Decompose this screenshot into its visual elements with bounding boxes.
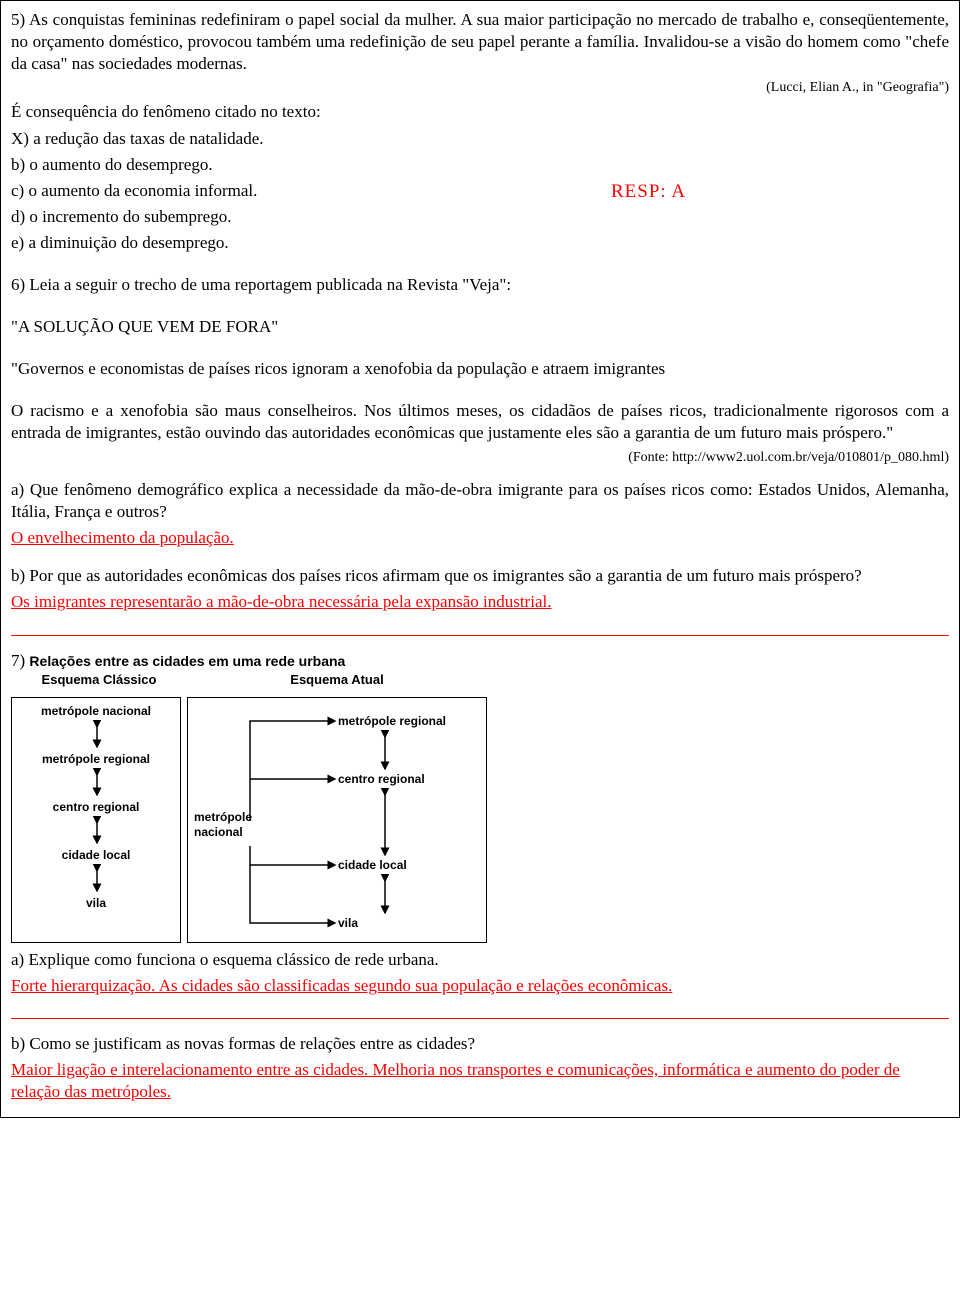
q5-prompt: É consequência do fenômeno citado no tex… bbox=[11, 101, 949, 123]
blank-line bbox=[11, 615, 949, 635]
arrow-icon bbox=[258, 860, 338, 870]
atual-node-0: metrópole regional bbox=[338, 714, 446, 730]
arrow-icon bbox=[258, 918, 338, 928]
classic-node-4: vila bbox=[12, 896, 180, 912]
arrow-icon bbox=[258, 774, 338, 784]
q7-col2-title: Esquema Atual bbox=[187, 672, 487, 689]
classic-node-0: metrópole nacional bbox=[12, 704, 180, 720]
q5-citation: (Lucci, Elian A., in "Geografia") bbox=[11, 79, 949, 97]
classic-node-3: cidade local bbox=[12, 848, 180, 864]
q7-diagram: metrópole nacional metrópole regional ce… bbox=[11, 697, 949, 943]
double-arrow-icon bbox=[378, 730, 392, 770]
q6-a-answer: O envelhecimento da população. bbox=[11, 528, 234, 547]
classic-node-2: centro regional bbox=[12, 800, 180, 816]
q5-text: 5) As conquistas femininas redefiniram o… bbox=[11, 9, 949, 75]
atual-node-3: vila bbox=[338, 916, 358, 932]
page: 5) As conquistas femininas redefiniram o… bbox=[0, 0, 960, 1118]
q5-opt-d: d) o incremento do subemprego. bbox=[11, 206, 949, 228]
q5-resp: RESP: A bbox=[611, 180, 686, 205]
q6-b-answer: Os imigrantes representarão a mão-de-obr… bbox=[11, 592, 551, 611]
atual-node-1: centro regional bbox=[338, 772, 425, 788]
double-arrow-icon bbox=[90, 816, 104, 844]
q7-a-answer: Forte hierarquização. As cidades são cla… bbox=[11, 976, 672, 995]
bracket-icon bbox=[248, 716, 262, 928]
double-arrow-icon bbox=[378, 874, 392, 914]
classic-node-1: metrópole regional bbox=[12, 752, 180, 768]
q6-a-question: a) Que fenômeno demográfico explica a ne… bbox=[11, 479, 949, 523]
atual-hub: metrópolenacional bbox=[194, 810, 252, 841]
q7-b-answer: Maior ligação e interelacionamento entre… bbox=[11, 1060, 900, 1101]
double-arrow-icon bbox=[90, 768, 104, 796]
double-arrow-icon bbox=[90, 864, 104, 892]
q6-source: (Fonte: http://www2.uol.com.br/veja/0108… bbox=[11, 449, 949, 467]
q7-col1-title: Esquema Clássico bbox=[11, 672, 187, 689]
classic-box: metrópole nacional metrópole regional ce… bbox=[11, 697, 181, 943]
q7-number: 7) bbox=[11, 651, 25, 670]
atual-box: metrópolenacional metrópole regional cen… bbox=[187, 697, 487, 943]
q7-title: Relações entre as cidades em uma rede ur… bbox=[29, 653, 345, 669]
double-arrow-icon bbox=[90, 720, 104, 748]
q7-a-question: a) Explique como funciona o esquema clás… bbox=[11, 949, 949, 971]
arrow-icon bbox=[258, 716, 338, 726]
q6-sub: "Governos e economistas de países ricos … bbox=[11, 358, 949, 380]
double-arrow-icon bbox=[378, 788, 392, 856]
q7-b-question: b) Como se justificam as novas formas de… bbox=[11, 1033, 949, 1055]
q6-headline: "A SOLUÇÃO QUE VEM DE FORA" bbox=[11, 316, 949, 338]
q6-b-question: b) Por que as autoridades econômicas dos… bbox=[11, 565, 949, 587]
q6-body: O racismo e a xenofobia são maus conselh… bbox=[11, 400, 949, 444]
q5-opt-x: X) a redução das taxas de natalidade. bbox=[11, 128, 949, 150]
q5-opt-b: b) o aumento do desemprego. bbox=[11, 154, 949, 176]
atual-node-2: cidade local bbox=[338, 858, 407, 874]
q5-opt-e: e) a diminuição do desemprego. bbox=[11, 232, 949, 254]
q7-header: 7) Relações entre as cidades em uma rede… bbox=[11, 650, 949, 672]
q5-opt-c: c) o aumento da economia informal. bbox=[11, 180, 949, 202]
blank-line bbox=[11, 999, 949, 1019]
q6-intro: 6) Leia a seguir o trecho de uma reporta… bbox=[11, 274, 949, 296]
